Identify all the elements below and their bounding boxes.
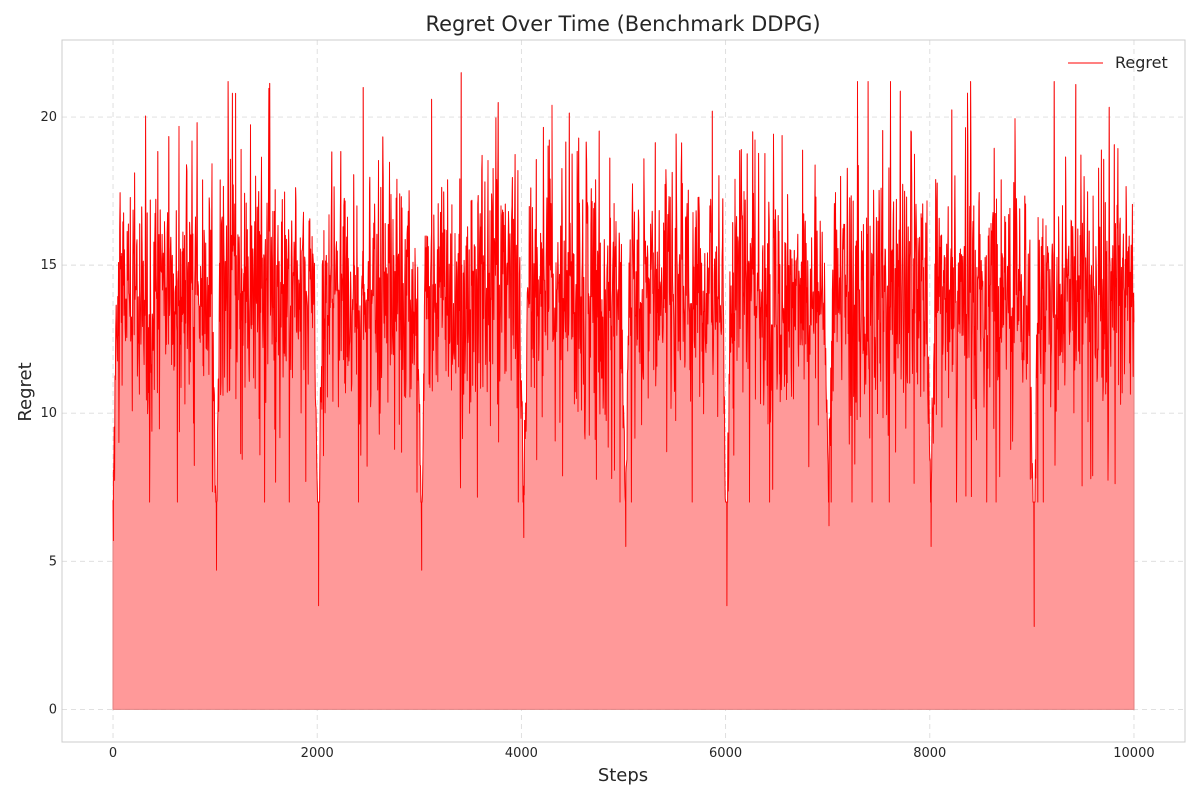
regret-line <box>112 72 1135 627</box>
x-tick-label: 0 <box>109 746 117 761</box>
regret-series <box>112 72 1135 627</box>
y-tick-label: 0 <box>49 702 57 717</box>
legend: Regret <box>1068 53 1168 72</box>
y-tick-label: 15 <box>40 258 57 273</box>
y-tick-label: 10 <box>40 406 57 421</box>
y-tick-label: 5 <box>49 554 57 569</box>
y-axis-label: Regret <box>15 362 36 421</box>
plot-frame <box>61 39 1186 743</box>
chart-title: Regret Over Time (Benchmark DDPG) <box>425 12 820 36</box>
x-tick-label: 2000 <box>301 746 334 761</box>
legend-label-regret: Regret <box>1115 53 1168 72</box>
x-axis-label: Steps <box>598 765 648 786</box>
x-tick-label: 10000 <box>1113 746 1154 761</box>
y-tick-label: 20 <box>40 110 57 125</box>
x-tick-label: 8000 <box>913 746 946 761</box>
y-axis-ticks: 0 5 10 15 20 <box>40 110 57 717</box>
x-axis-ticks: 0 2000 4000 6000 8000 10000 <box>109 746 1155 761</box>
x-tick-label: 6000 <box>709 746 742 761</box>
x-tick-label: 4000 <box>505 746 538 761</box>
